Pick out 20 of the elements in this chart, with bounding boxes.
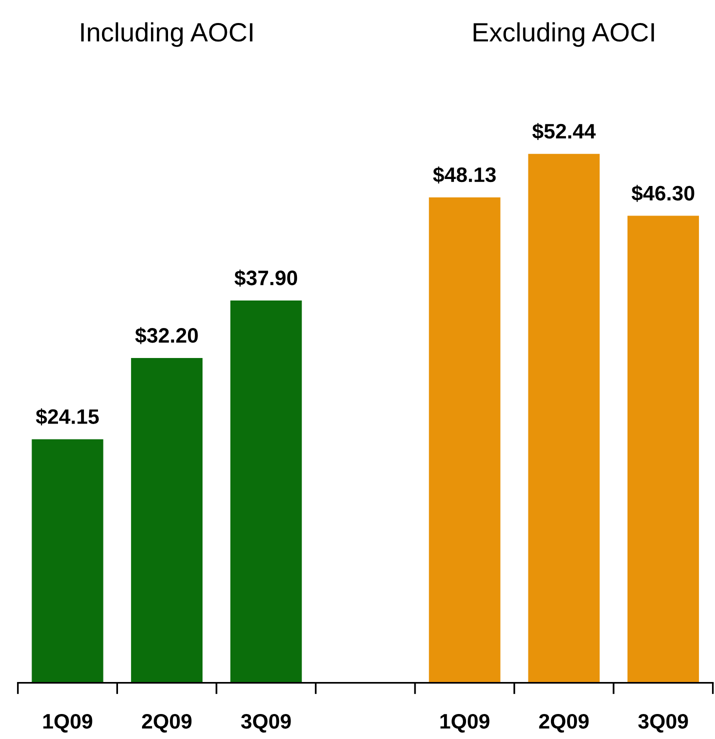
x-tick-label: 2Q09 — [142, 714, 192, 733]
text: Excluding AOCI — [474, 22, 654, 47]
text: Including AOCI — [81, 22, 252, 47]
x-tick-label: 2Q09 — [539, 714, 589, 733]
bar — [32, 439, 104, 683]
data-label: $24.15 — [36, 408, 99, 426]
bar — [131, 358, 203, 683]
x-tick-label: 1Q09 — [43, 714, 92, 733]
x-tick-label: 3Q09 — [638, 714, 688, 733]
data-label: $46.30 — [632, 184, 694, 202]
bar — [230, 300, 302, 683]
bar — [528, 154, 600, 683]
bar — [428, 197, 500, 683]
x-tick-label: 1Q09 — [440, 714, 490, 733]
x-tick-label: 3Q09 — [241, 714, 291, 733]
data-label: $52.44 — [532, 122, 596, 140]
data-label: $37.90 — [234, 270, 298, 287]
data-label: $32.20 — [135, 327, 198, 344]
data-label: $48.13 — [433, 166, 496, 184]
bar — [627, 216, 699, 683]
